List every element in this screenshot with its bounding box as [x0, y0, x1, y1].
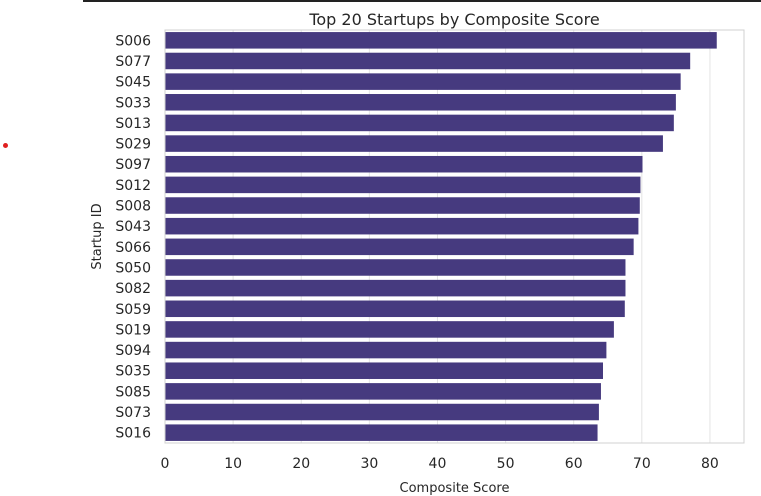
chart-title: Top 20 Startups by Composite Score [308, 10, 599, 29]
y-tick-label: S006 [115, 33, 151, 49]
y-tick-label: S085 [115, 384, 151, 400]
y-tick-label: S077 [115, 54, 151, 70]
y-tick-label: S045 [115, 75, 151, 91]
bar [165, 238, 634, 256]
top-divider [83, 0, 761, 2]
y-tick-label: S029 [115, 137, 151, 153]
y-tick-label: S097 [115, 157, 151, 173]
y-tick-label: S050 [115, 260, 151, 276]
y-tick-label: S008 [115, 199, 151, 215]
x-tick-label: 70 [633, 456, 651, 472]
bar [165, 197, 640, 214]
bar [165, 32, 717, 49]
y-tick-label: S016 [115, 426, 151, 442]
bar [165, 341, 607, 359]
bar [165, 279, 626, 297]
x-axis-label: Composite Score [400, 481, 510, 496]
bar [165, 259, 626, 276]
plot-frame [164, 29, 745, 444]
x-tick-label: 80 [701, 456, 719, 472]
y-tick-label: S035 [115, 364, 151, 380]
y-tick-label: S043 [115, 219, 151, 235]
x-tick-label: 20 [292, 456, 310, 472]
x-tick-label: 0 [161, 456, 170, 472]
y-axis-label: Startup ID [90, 203, 105, 269]
x-tick-label: 50 [497, 456, 515, 472]
y-tick-label: S073 [115, 405, 151, 421]
y-tick-label: S082 [115, 281, 151, 297]
bar [165, 424, 598, 441]
y-tick-labels: S006 S077 S045 S033 S013 S029 S097 S012 S008 S043… [115, 33, 151, 441]
bar [165, 73, 681, 90]
y-tick-label: S033 [115, 95, 151, 111]
bar [165, 321, 614, 338]
y-tick-label: S094 [115, 343, 151, 359]
bars [165, 32, 717, 441]
bar [165, 383, 601, 400]
y-tick-label: S013 [115, 116, 151, 132]
bar [165, 176, 641, 194]
grid-lines [164, 30, 711, 443]
bar [165, 114, 674, 132]
y-tick-label: S059 [115, 302, 151, 318]
bar [165, 155, 643, 173]
y-tick-label: S019 [115, 322, 151, 338]
bar [165, 362, 603, 379]
x-tick-label: 30 [360, 456, 378, 472]
red-dot-marker [3, 143, 8, 148]
x-tick-label: 10 [224, 456, 242, 472]
y-tick-label: S066 [115, 240, 151, 256]
x-tick-label: 60 [565, 456, 583, 472]
bar [165, 94, 676, 111]
bar [165, 403, 599, 421]
bar [165, 135, 663, 152]
bar [165, 300, 625, 318]
bar [165, 52, 691, 70]
bar [165, 217, 639, 235]
x-tick-label: 40 [429, 456, 447, 472]
x-tick-labels: 0 10 20 30 40 50 60 70 80 [161, 456, 719, 472]
y-tick-label: S012 [115, 178, 151, 194]
